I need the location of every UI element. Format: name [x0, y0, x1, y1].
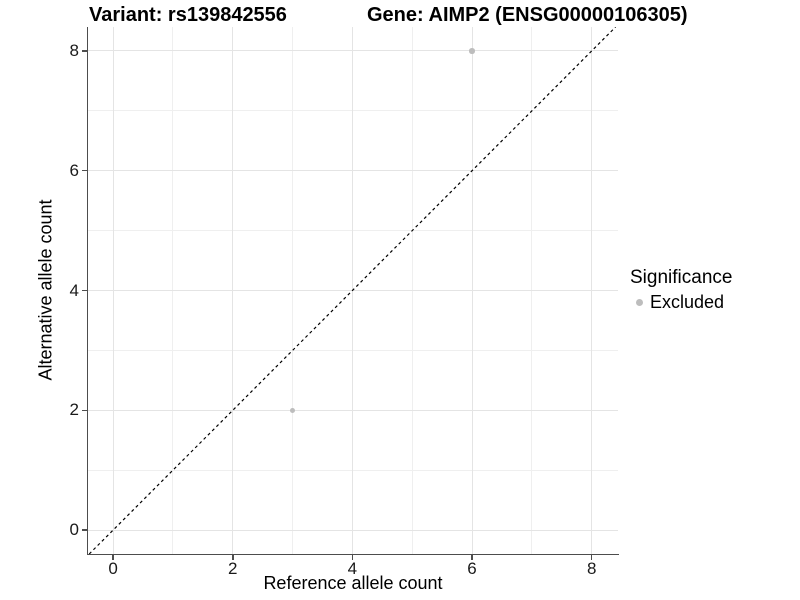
plot-panel [88, 27, 618, 554]
excluded-dot-icon [635, 298, 643, 306]
data-point [289, 407, 296, 414]
minor-gridline-y [88, 230, 618, 232]
plot-title-variant: Variant: rs139842556 [89, 4, 287, 26]
y-tick-label: 4 [69, 280, 79, 300]
legend-item-label: Excluded [650, 291, 725, 312]
major-gridline-y [88, 170, 618, 172]
y-tick-mark [81, 50, 87, 52]
legend-key [630, 298, 648, 306]
major-gridline-y [88, 529, 618, 531]
x-tick-mark [471, 555, 473, 560]
y-tick-mark [81, 409, 87, 412]
x-axis-line [86, 553, 619, 555]
minor-gridline-y [88, 469, 618, 471]
x-tick-label: 8 [586, 559, 597, 578]
minor-gridline-y [88, 349, 618, 351]
y-axis-line [86, 27, 88, 555]
minor-gridline-y [88, 110, 618, 112]
x-tick-mark [590, 555, 593, 560]
plot-title-gene: Gene: AIMP2 (ENSG00000106305) [367, 4, 688, 26]
y-tick-label: 0 [69, 520, 79, 540]
x-tick-label: 2 [228, 559, 238, 578]
x-tick-label: 6 [467, 559, 477, 578]
y-tick-mark [81, 289, 87, 292]
y-tick-label: 8 [69, 40, 79, 60]
x-tick-mark [232, 555, 234, 560]
x-axis-title: Reference allele count [263, 573, 443, 593]
legend: Significance Excluded [630, 266, 732, 314]
major-gridline-y [88, 50, 618, 52]
x-tick-label: 0 [108, 559, 118, 578]
y-tick-mark [81, 529, 87, 531]
x-tick-label: 4 [347, 559, 358, 578]
x-tick-mark [112, 555, 114, 560]
x-tick-mark [351, 555, 354, 560]
legend-title: Significance [630, 267, 733, 288]
major-gridline-y [88, 409, 618, 411]
y-tick-label: 2 [69, 400, 79, 420]
identity-line [88, 27, 617, 554]
legend-item-excluded: Excluded [630, 290, 732, 314]
y-tick-mark [81, 169, 87, 172]
y-tick-label: 6 [69, 160, 79, 180]
data-point [469, 48, 475, 54]
